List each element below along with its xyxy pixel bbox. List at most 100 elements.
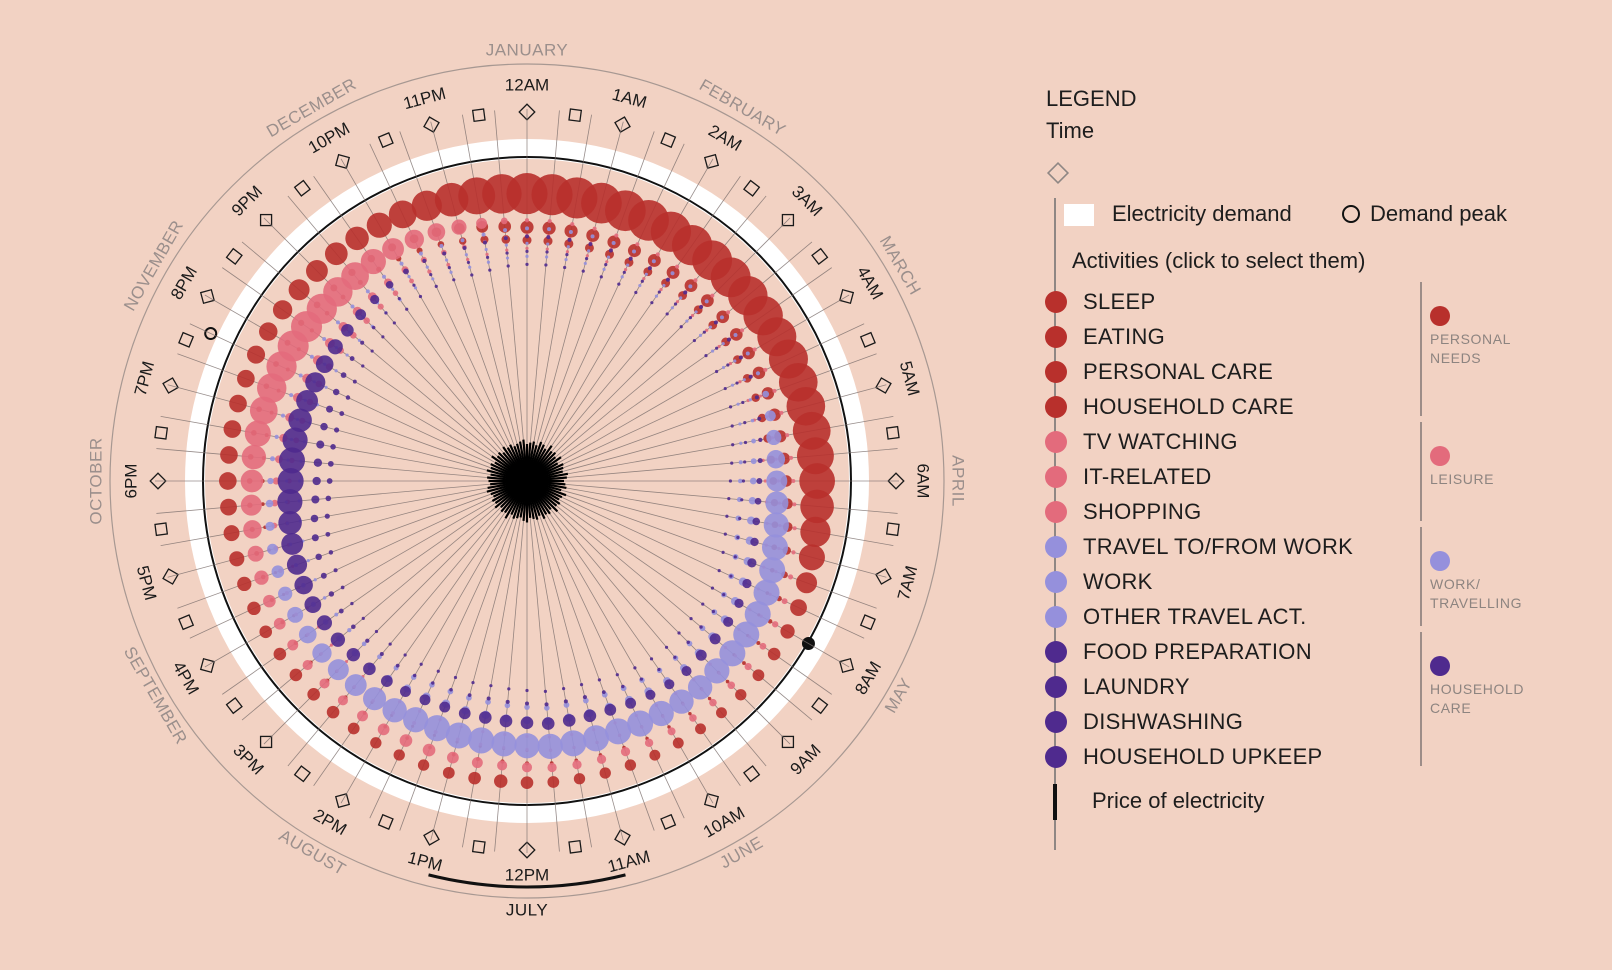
activity-item-household-care[interactable]: HOUSEHOLD CARE [1040, 389, 1294, 425]
activity-dot-personal-needs [288, 279, 310, 301]
activity-dot-household-care [673, 302, 678, 306]
hour-label-1am: 1AM [610, 85, 649, 112]
half-hour-square-marker [568, 108, 583, 123]
activity-item-laundry[interactable]: LAUNDRY [1040, 669, 1190, 705]
activity-dot-household-care [505, 251, 509, 255]
activity-dot-household-care [734, 598, 744, 608]
activity-dot-personal-needs [767, 647, 781, 661]
time-spoke [222, 501, 498, 695]
activity-dot-household-care [466, 260, 471, 265]
activity-dot-household-care [740, 498, 744, 502]
half-hour-square-marker [178, 614, 195, 631]
activity-dot-work-travelling [525, 241, 529, 245]
activity-dot-household-care [704, 354, 708, 358]
activity-dot-household-care [543, 689, 548, 693]
activity-item-it-related[interactable]: IT-RELATED [1040, 459, 1212, 495]
activity-dot-household-care [488, 268, 492, 272]
activity-dot-household-care [485, 255, 490, 259]
activity-item-shopping[interactable]: SHOPPING [1040, 494, 1202, 530]
activity-dot-work-travelling [755, 371, 761, 376]
activity-dot-work-travelling [444, 258, 449, 262]
activity-dot-leisure [781, 598, 788, 605]
activity-dot-household-care [482, 240, 487, 245]
activity-item-dishwashing[interactable]: DISHWASHING [1040, 704, 1243, 740]
activity-item-work[interactable]: WORK [1040, 564, 1153, 600]
activity-dot-work-travelling [733, 359, 737, 363]
activity-dot-household-care [699, 625, 703, 629]
activity-dot-work-travelling [525, 254, 529, 258]
price-of-electricity-label: Price of electricity [1092, 788, 1265, 813]
activity-dot-leisure [363, 317, 370, 324]
activity-item-food-preparation[interactable]: FOOD PREPARATION [1040, 634, 1312, 670]
activity-dot-work-travelling [710, 349, 715, 353]
activity-dot-leisure [500, 217, 508, 225]
activity-dot-personal-needs [522, 235, 532, 245]
time-spoke [369, 143, 513, 449]
activity-dot-personal-needs [494, 774, 508, 788]
hour-diamond-marker [703, 793, 720, 809]
activity-dot-household-care [562, 686, 566, 691]
activity-dot-household-care [717, 569, 721, 573]
time-spoke [560, 492, 877, 609]
half-hour-square-marker [568, 839, 583, 854]
activity-dot-work-travelling [750, 458, 757, 465]
activity-dot-household-care [312, 476, 321, 486]
activity-dot-household-care [422, 258, 427, 263]
activity-item-tv-watching[interactable]: TV WATCHING [1040, 424, 1238, 460]
activity-dot-household-care [439, 701, 451, 713]
activity-dot-work-travelling [759, 557, 786, 584]
activity-dot-household-care [380, 675, 393, 688]
hour-label-11pm: 11PM [401, 84, 448, 114]
activity-dot-leisure [404, 229, 424, 250]
activity-dot-household-care [449, 687, 453, 692]
group-bracket-line [1420, 632, 1422, 766]
activity-dot-leisure [785, 433, 790, 438]
activity-dot-leisure [772, 621, 779, 628]
activity-dot-work-travelling [763, 512, 789, 538]
activity-dot-work-travelling [587, 249, 591, 253]
activity-dot-household-care [615, 673, 619, 677]
activity-dot-work-travelling [560, 730, 587, 757]
group-bracket-line [1420, 422, 1422, 521]
activity-item-other-travel-act[interactable]: OTHER TRAVEL ACT. [1040, 599, 1307, 635]
activity-item-sleep[interactable]: SLEEP [1040, 284, 1155, 320]
activity-dot-work-travelling [626, 263, 630, 267]
group-color-dot [1430, 306, 1450, 326]
activity-item-eating[interactable]: EATING [1040, 319, 1165, 355]
activity-dot-work-travelling [504, 702, 511, 709]
activity-dot-personal-needs [229, 394, 247, 413]
activity-dot-leisure [667, 727, 676, 736]
activity-dot-personal-needs [347, 722, 360, 735]
activity-dot-household-care [731, 443, 735, 447]
activity-dot-leisure [788, 574, 794, 580]
activity-item-travel-to-from-work[interactable]: TRAVEL TO/FROM WORK [1040, 529, 1353, 565]
activity-dot-leisure [263, 594, 276, 608]
activity-dot-leisure [545, 247, 549, 251]
hour-diamond-marker [839, 657, 855, 674]
hour-diamond-marker [199, 657, 215, 674]
time-spoke [313, 176, 507, 452]
half-hour-square-marker [225, 247, 243, 265]
demand-peak-icon [1342, 205, 1360, 223]
activity-item-household-upkeep[interactable]: HOUSEHOLD UPKEEP [1040, 739, 1323, 775]
activity-dot-work-travelling [347, 628, 352, 633]
activity-dot-household-care [294, 575, 313, 595]
activity-dot-household-care [392, 321, 396, 325]
activity-dot-leisure [763, 479, 767, 483]
activity-dot-work-travelling [738, 422, 742, 426]
electricity-demand-swatch [1064, 204, 1094, 226]
activity-item-personal-care[interactable]: PERSONAL CARE [1040, 354, 1273, 390]
activity-dot-personal-needs [223, 525, 240, 542]
activity-dot-work-travelling [546, 242, 550, 246]
activity-dot-household-care [583, 709, 597, 723]
activity-dot-work-travelling [694, 310, 698, 314]
activity-dot-work-travelling [644, 272, 648, 276]
activity-label: EATING [1083, 324, 1166, 349]
activity-dot-work-travelling [648, 700, 674, 727]
activity-dot-personal-needs [798, 544, 825, 571]
activity-dot-personal-needs [520, 776, 534, 789]
activity-dot-household-care [649, 657, 654, 661]
activity-dot-household-care [664, 645, 669, 649]
activity-dot-work-travelling [739, 441, 743, 445]
activity-dot-household-care [327, 460, 334, 467]
